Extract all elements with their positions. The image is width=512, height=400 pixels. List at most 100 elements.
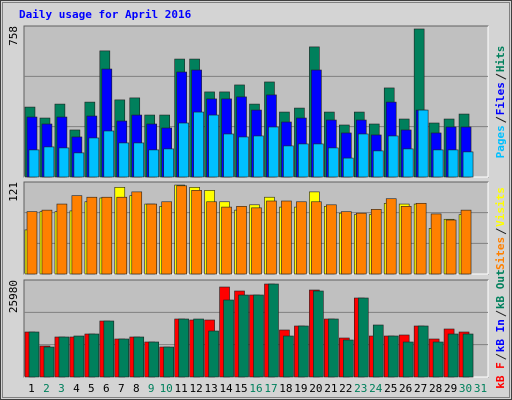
bar [372, 324, 384, 378]
bar [178, 318, 189, 378]
bar [103, 320, 115, 378]
legend-separator [495, 353, 507, 360]
y-tick-label: 121 [7, 182, 20, 202]
x-tick-label: 14 [219, 382, 233, 395]
bar [146, 203, 158, 275]
y-tick-label: 758 [7, 26, 20, 46]
bar [341, 211, 352, 275]
bar [326, 204, 337, 275]
x-tick-label: 4 [73, 382, 80, 395]
bar [268, 126, 279, 178]
bar [238, 136, 249, 178]
bar [103, 130, 115, 178]
bar [163, 148, 174, 178]
bar [88, 333, 100, 378]
bar [462, 333, 474, 378]
x-tick-label: 25 [384, 382, 397, 395]
bar [43, 146, 55, 178]
bar [26, 211, 38, 275]
bar [178, 122, 189, 178]
x-tick-label: 17 [264, 382, 277, 395]
x-tick-label: 27 [414, 382, 427, 395]
bar [357, 133, 369, 178]
bar [445, 219, 457, 275]
x-tick-label: 15 [234, 382, 247, 395]
bar [370, 209, 382, 275]
bar [238, 294, 249, 378]
bar [193, 111, 204, 178]
legend-separator [495, 73, 507, 80]
legend-entry: kB In [494, 319, 507, 352]
x-tick-label: 19 [294, 382, 307, 395]
y-tick-label: 25980 [7, 280, 20, 313]
bar [313, 290, 324, 378]
bar [283, 145, 294, 178]
x-tick-label: 5 [88, 382, 95, 395]
bar [313, 143, 324, 178]
bar [161, 201, 172, 275]
legend: Pages Files Hits [494, 46, 507, 159]
bar [447, 333, 459, 378]
bar [283, 335, 294, 378]
x-tick-label: 29 [444, 382, 457, 395]
x-tick-label: 28 [429, 382, 442, 395]
bar [41, 209, 53, 275]
x-tick-label: 31 [474, 382, 487, 395]
bar [148, 149, 160, 178]
x-tick-label: 12 [190, 382, 203, 395]
legend-entry: kB F [494, 362, 507, 389]
bar [131, 191, 143, 275]
bar [447, 149, 459, 178]
legend-entry: Sites [494, 237, 507, 270]
x-tick-label: 10 [160, 382, 173, 395]
bar [400, 206, 412, 275]
chart-title: Daily usage for April 2016 [19, 8, 192, 21]
legend-entry: Files [494, 82, 507, 115]
bar [86, 196, 98, 275]
bar [58, 336, 70, 378]
bar [253, 135, 264, 178]
bar [208, 330, 219, 378]
x-tick-label: 23 [354, 382, 367, 395]
bar [268, 283, 279, 378]
legend-separator [495, 116, 507, 123]
bar [402, 148, 414, 178]
x-tick-label: 2 [43, 382, 50, 395]
bar [118, 338, 130, 378]
bar [432, 149, 444, 178]
bar [28, 331, 40, 378]
bar [355, 212, 367, 275]
bar [71, 195, 83, 275]
bar [328, 318, 339, 378]
bar [402, 341, 414, 378]
x-tick-label: 18 [279, 382, 292, 395]
legend-entry: kB Out [494, 269, 507, 309]
x-tick-label: 9 [148, 382, 155, 395]
bar [415, 202, 427, 275]
bar [88, 137, 100, 178]
x-tick-label: 6 [103, 382, 110, 395]
bar [298, 143, 309, 178]
bar [58, 147, 70, 178]
bar [191, 190, 202, 275]
bar [116, 196, 128, 275]
bar [311, 201, 322, 275]
bar [73, 335, 85, 378]
bar [206, 201, 217, 275]
x-tick-label: 24 [369, 382, 383, 395]
bar [417, 325, 429, 378]
bar [223, 133, 234, 178]
bar [28, 149, 40, 178]
bar [430, 213, 442, 275]
bar [266, 200, 277, 275]
bar [357, 297, 369, 378]
legend-separator [495, 310, 507, 317]
legend-entry: Hits [494, 46, 507, 73]
bar [417, 109, 429, 178]
bar [43, 346, 55, 378]
bar [460, 209, 472, 275]
bar [56, 203, 68, 275]
x-tick-label: 13 [204, 382, 217, 395]
bar [251, 207, 262, 275]
bar [101, 196, 113, 275]
